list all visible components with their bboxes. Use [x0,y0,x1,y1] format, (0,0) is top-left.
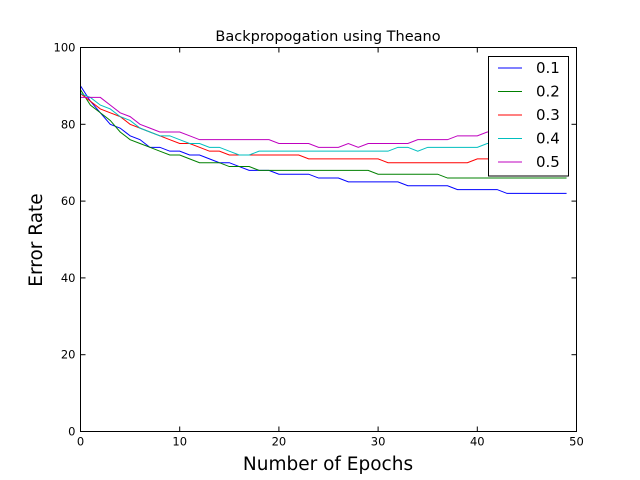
y-tick-label: 80 [61,117,76,131]
x-tick-label: 40 [470,435,485,449]
legend-label-3: 0.4 [536,130,560,148]
y-tick-label: 100 [54,41,76,55]
series-line-2 [80,93,567,164]
y-axis: 0 20 40 60 80 100 [54,41,577,439]
legend-label-0: 0.1 [536,59,560,77]
series-line-1 [80,89,567,179]
series-line-0 [80,85,567,194]
x-tick-label: 20 [272,435,287,449]
y-axis-label: Error Rate [26,193,47,286]
y-tick-label: 0 [68,425,75,439]
x-tick-label: 30 [371,435,386,449]
y-tick-label: 20 [61,348,76,362]
x-axis: 0 10 20 30 40 50 [77,47,584,449]
x-tick-label: 50 [569,435,584,449]
plot-area-frame [80,47,577,432]
series-line-4 [80,96,567,148]
x-tick-label: 0 [77,435,84,449]
x-axis-label: Number of Epochs [243,454,413,475]
legend-label-2: 0.3 [536,106,560,124]
y-tick-label: 60 [61,194,76,208]
series-layer [80,85,567,194]
y-tick-label: 40 [61,271,76,285]
x-tick-label: 10 [172,435,187,449]
legend-box [488,56,569,177]
series-line-3 [80,93,567,156]
legend-label-4: 0.5 [536,153,560,171]
chart-title: Backpropogation using Theano [215,29,440,45]
legend-label-1: 0.2 [536,83,560,101]
legend: 0.1 0.2 0.3 0.4 0.5 [488,56,569,177]
